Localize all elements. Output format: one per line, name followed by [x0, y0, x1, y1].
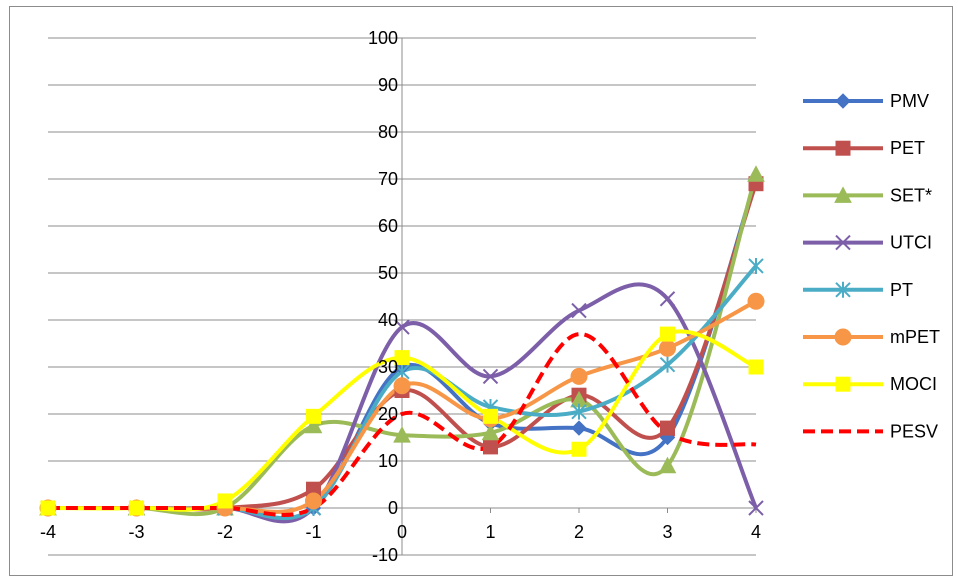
legend-marker-set [834, 186, 852, 203]
data-point-utci [571, 302, 587, 319]
data-point-moci [571, 441, 587, 457]
x-tick-label: -4 [40, 522, 56, 542]
data-point-pt [748, 257, 764, 274]
chart-area [9, 6, 953, 576]
data-point-moci [483, 408, 498, 424]
legend-item-moci: MOCI [803, 374, 937, 394]
data-point-utci [394, 319, 410, 335]
x-tick-label: -2 [217, 522, 233, 542]
legend-marker-utci [835, 234, 851, 251]
y-tick-label: 10 [378, 451, 398, 471]
data-point-moci [217, 493, 233, 509]
y-tick-label: 50 [378, 263, 398, 283]
legend: PMV PET SET* UTCI PT mPET MOCI PESV [803, 91, 940, 441]
y-tick-label: 40 [378, 310, 398, 330]
y-tick-label: 80 [378, 122, 398, 142]
data-point-pmv [571, 420, 587, 436]
legend-label-mpet: mPET [890, 327, 940, 347]
axes [47, 37, 757, 556]
data-point-mpet [747, 292, 765, 310]
legend-marker-pmv [835, 93, 851, 109]
legend-item-pt: PT [803, 280, 913, 300]
data-point-set [481, 423, 500, 441]
series-line-pesv [48, 332, 757, 517]
data-point-mpet [305, 492, 322, 510]
data-point-set [393, 426, 411, 443]
data-point-mpet [393, 377, 411, 395]
x-tick-label: 2 [574, 522, 584, 542]
data-point-pt [394, 363, 410, 380]
y-tick-label: 90 [378, 75, 398, 95]
y-tick-label: 60 [378, 216, 398, 236]
x-tick-label: 4 [751, 522, 761, 542]
x-tick-label: -3 [128, 522, 144, 542]
data-point-utci [482, 368, 499, 385]
y-tick-label: 70 [378, 169, 398, 189]
data-point-utci [748, 500, 764, 516]
y-tick-label: -10 [372, 545, 398, 565]
data-point-moci [660, 326, 675, 342]
data-point-moci [306, 408, 321, 424]
legend-item-utci: UTCI [803, 233, 932, 253]
x-tick-label: 1 [485, 522, 495, 542]
data-point-mpet [659, 339, 676, 357]
legend-item-mpet: mPET [803, 327, 940, 347]
legend-item-pmv: PMV [803, 91, 929, 111]
legend-item-pesv: PESV [803, 421, 938, 441]
legend-marker-pet [835, 140, 851, 156]
legend-label-utci: UTCI [890, 233, 932, 253]
data-point-pet [660, 420, 675, 436]
data-point-moci [129, 500, 144, 516]
legend-label-pesv: PESV [890, 421, 938, 441]
data-point-pt [571, 403, 587, 420]
y-tick-label: 30 [378, 357, 398, 377]
x-tick-label: 0 [397, 522, 407, 542]
legend-label-set: SET* [890, 185, 932, 205]
y-tick-label: 0 [388, 498, 398, 518]
data-point-set [304, 416, 323, 434]
data-point-set [747, 165, 765, 182]
legend-label-pmv: PMV [890, 91, 929, 111]
data-point-moci [40, 500, 56, 516]
legend-label-pet: PET [890, 138, 925, 158]
data-point-pt [659, 356, 676, 373]
y-tick-label: 100 [368, 28, 398, 48]
data-point-mpet [570, 367, 588, 385]
legend-marker-mpet [834, 328, 852, 346]
x-tick-label: -1 [305, 522, 321, 542]
data-point-moci [748, 359, 764, 375]
legend-item-set: SET* [803, 185, 932, 205]
x-tick-label: 3 [662, 522, 672, 542]
legend-item-pet: PET [803, 138, 925, 158]
data-point-moci [394, 350, 410, 366]
legend-label-moci: MOCI [890, 374, 937, 394]
series-markers [39, 165, 765, 517]
legend-marker-pt [835, 281, 851, 298]
data-point-set [658, 456, 677, 474]
legend-marker-moci [835, 376, 851, 392]
data-point-pet [483, 439, 498, 455]
y-tick-label: 20 [378, 404, 398, 424]
legend-label-pt: PT [890, 280, 913, 300]
data-point-utci [659, 291, 676, 307]
